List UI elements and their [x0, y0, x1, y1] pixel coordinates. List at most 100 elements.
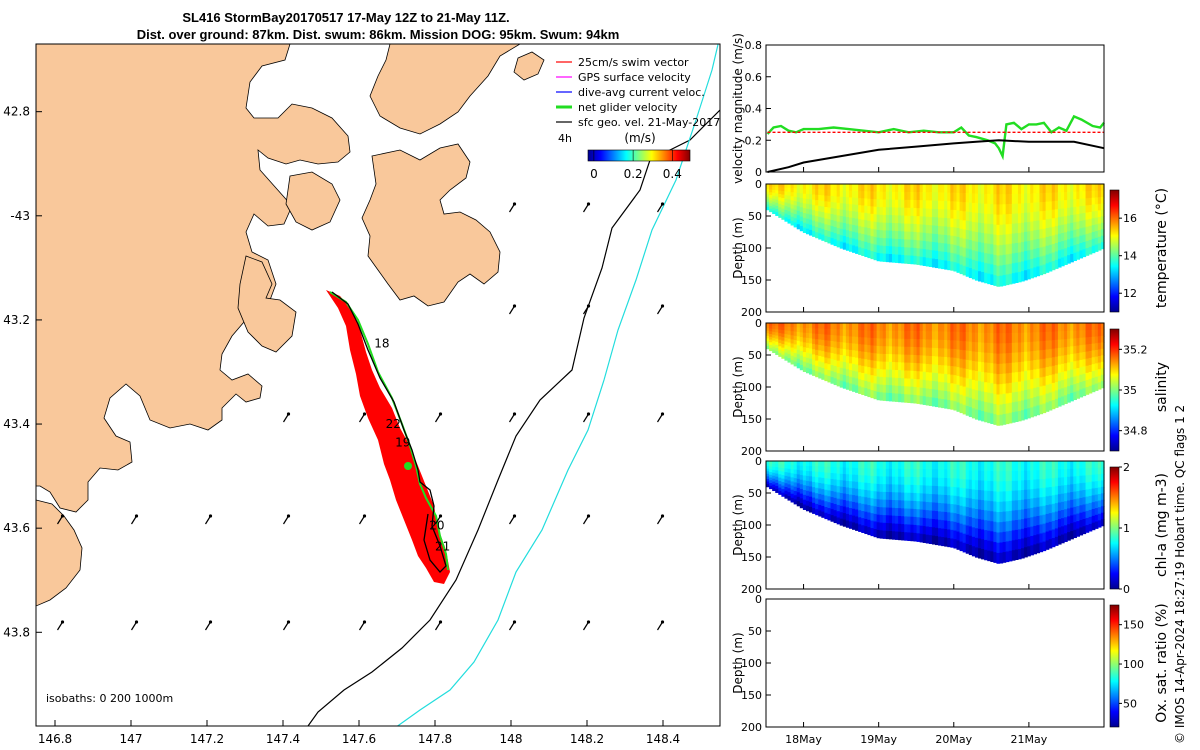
heatmap-cell	[867, 512, 872, 521]
heatmap-cell	[898, 516, 902, 525]
heatmap-cell	[1021, 490, 1025, 501]
heatmap-cell	[1036, 525, 1041, 535]
heatmap-cell	[879, 530, 884, 539]
heatmap-cell	[1051, 209, 1056, 219]
heatmap-cell	[855, 461, 859, 469]
heatmap-cell	[858, 205, 862, 213]
heatmap-cell	[766, 471, 770, 475]
heatmap-cell	[1100, 222, 1105, 230]
heatmap-cell	[1079, 243, 1084, 252]
heatmap-cell	[1070, 346, 1074, 355]
heatmap-cell	[888, 184, 893, 193]
heatmap-cell	[891, 476, 896, 486]
heatmap-cell	[793, 327, 798, 333]
heatmap-cell	[953, 210, 958, 220]
heatmap-cell	[778, 210, 782, 215]
heatmap-cell	[953, 253, 958, 263]
heatmap-cell	[1030, 230, 1034, 241]
heatmap-cell	[1064, 331, 1068, 340]
heatmap-cell	[1030, 489, 1034, 500]
heatmap-cell	[852, 231, 856, 240]
heatmap-cell	[910, 346, 915, 356]
heatmap-cell	[781, 340, 786, 345]
heatmap-cell	[821, 189, 825, 196]
heatmap-cell	[971, 546, 976, 557]
heatmap-cell	[898, 393, 902, 403]
heatmap-cell	[879, 346, 884, 355]
heatmap-cell	[916, 331, 921, 340]
heatmap-cell	[950, 521, 955, 531]
heatmap-cell	[1036, 377, 1041, 388]
heatmap-cell	[1024, 370, 1028, 382]
heatmap-cell	[858, 344, 862, 352]
heatmap-cell	[766, 333, 770, 337]
heatmap-cell	[1082, 323, 1087, 331]
heatmap-cell	[901, 231, 905, 240]
heatmap-cell	[1014, 193, 1019, 205]
heatmap-cell	[993, 383, 998, 395]
heatmap-cell	[784, 195, 789, 200]
heatmap-cell	[861, 482, 865, 491]
heatmap-cell	[1051, 226, 1056, 236]
heatmap-cell	[1048, 227, 1053, 237]
heatmap-cell	[1054, 503, 1059, 513]
heatmap-cell	[919, 339, 924, 348]
heatmap-cell	[1060, 249, 1065, 259]
heatmap-cell	[898, 215, 902, 224]
heatmap-cell	[919, 216, 924, 226]
heatmap-cell	[968, 489, 973, 499]
heatmap-cell	[904, 323, 908, 332]
heatmap-cell	[858, 212, 862, 220]
heatmap-cell	[1051, 235, 1056, 245]
heatmap-cell	[999, 414, 1004, 426]
heatmap-cell	[931, 356, 936, 366]
heatmap-cell	[852, 323, 856, 331]
heatmap-cell	[827, 472, 832, 480]
heatmap-cell	[993, 224, 998, 236]
heatmap-cell	[959, 541, 964, 552]
lon-tick-label: 147.4	[266, 732, 300, 746]
heatmap-cell	[913, 508, 918, 518]
heatmap-cell	[793, 192, 798, 198]
heatmap-cell	[987, 263, 991, 275]
heatmap-cell	[978, 490, 982, 501]
heatmap-cell	[778, 464, 782, 469]
heatmap-cell	[888, 246, 893, 255]
heatmap-cell	[870, 330, 875, 339]
heatmap-cell	[824, 484, 829, 491]
heatmap-cell	[802, 356, 807, 363]
heatmap-cell	[809, 486, 813, 493]
heatmap-cell	[1073, 529, 1077, 539]
heatmap-cell	[827, 195, 832, 203]
heatmap-cell	[784, 475, 789, 481]
heatmap-cell	[901, 524, 905, 533]
heatmap-cell	[1073, 461, 1077, 470]
heatmap-cell	[971, 408, 976, 419]
heatmap-cell	[984, 549, 988, 561]
heatmap-cell	[907, 255, 912, 264]
heatmap-cell	[1088, 516, 1093, 525]
heatmap-cell	[876, 252, 881, 262]
heatmap-cell	[805, 213, 810, 220]
heatmap-cell	[815, 487, 819, 494]
heatmap-cell	[858, 372, 862, 380]
heatmap-cell	[1070, 184, 1074, 193]
heatmap-cell	[867, 497, 872, 506]
heatmap-cell	[1057, 225, 1062, 235]
heatmap-cell	[971, 351, 976, 362]
heatmap-cell	[766, 468, 770, 472]
heatmap-cell	[1030, 202, 1034, 213]
heatmap-cell	[1017, 332, 1022, 344]
heatmap-cell	[885, 323, 890, 332]
heatmap-cell	[959, 237, 964, 248]
heatmap-cell	[965, 405, 970, 416]
heatmap-cell	[1067, 524, 1071, 533]
heatmap-cell	[965, 387, 970, 398]
heatmap-cell	[1060, 493, 1065, 503]
heatmap-cell	[959, 331, 964, 342]
y-tick-label: 0	[755, 178, 762, 191]
heatmap-cell	[904, 524, 908, 533]
heatmap-cell	[839, 222, 844, 230]
heatmap-cell	[870, 382, 875, 391]
heatmap-cell	[999, 511, 1004, 523]
